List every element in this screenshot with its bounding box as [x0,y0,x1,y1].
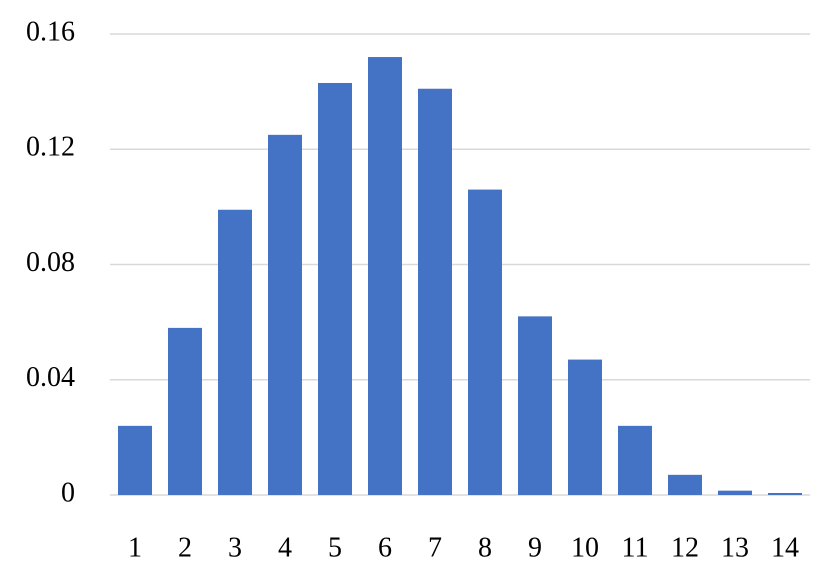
x-tick-label: 3 [228,532,242,563]
bar [668,474,702,495]
bar [118,425,152,495]
x-tick-label: 1 [128,532,142,563]
x-tick-label: 8 [478,532,492,563]
x-tick-label: 11 [622,532,649,563]
x-tick-label: 13 [721,532,749,563]
x-tick-label: 6 [378,532,392,563]
bar [518,316,552,495]
bar [168,327,202,495]
y-tick-label: 0.16 [26,16,75,47]
bar [768,492,802,495]
bar [218,209,252,495]
y-tick-label: 0 [61,477,75,508]
y-tick-label: 0.04 [26,362,75,393]
y-tick-label: 0.12 [26,132,75,163]
bar [418,88,452,496]
bar [568,359,602,495]
x-tick-label: 10 [571,532,599,563]
x-tick-label: 2 [178,532,192,563]
x-tick-label: 7 [428,532,442,563]
bar [318,82,352,495]
x-tick-label: 12 [671,532,699,563]
y-tick-label: 0.08 [26,247,75,278]
x-tick-label: 9 [528,532,542,563]
bar [368,57,402,496]
x-tick-label: 5 [328,532,342,563]
bar [268,134,302,495]
bar [468,189,502,495]
bar [618,425,652,495]
bar [718,490,752,495]
x-tick-label: 14 [771,532,799,563]
x-tick-label: 4 [278,532,292,563]
